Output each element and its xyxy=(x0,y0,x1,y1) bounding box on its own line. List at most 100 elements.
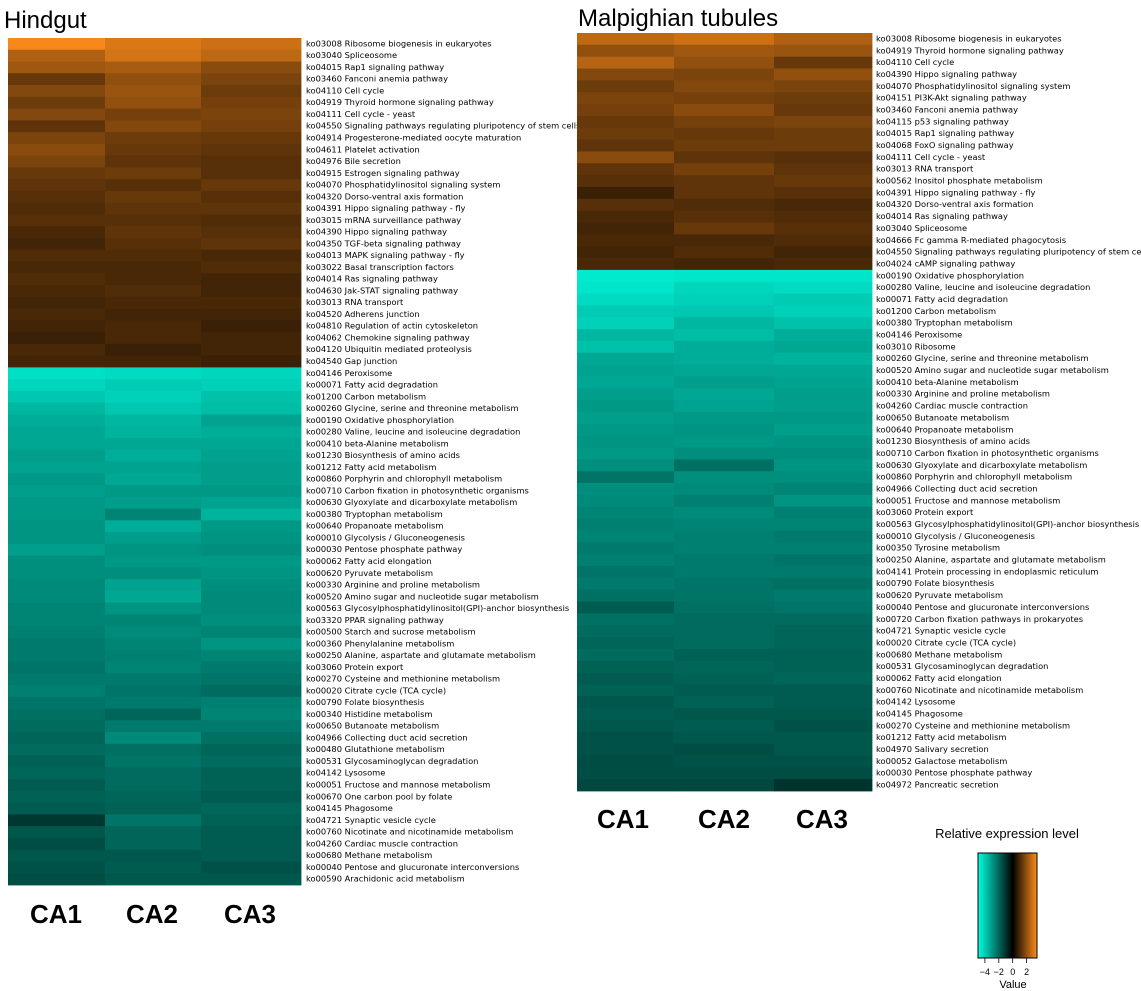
heatmap-cell xyxy=(674,696,775,709)
heatmap-cell xyxy=(774,743,873,756)
heatmap-cell xyxy=(8,590,106,604)
heatmap-cell xyxy=(8,790,106,804)
heatmap-cell xyxy=(577,186,675,200)
row-label: ko04070 Phosphatidylinositol signaling s… xyxy=(306,180,500,190)
malpighian-tubules-heatmap: Malpighian tubules ko03008 Ribosome biog… xyxy=(577,5,1141,834)
row-label: ko00640 Propanoate metabolism xyxy=(306,521,443,531)
heatmap-cell xyxy=(674,565,775,579)
heatmap-cell xyxy=(774,139,873,152)
heatmap-cell xyxy=(8,108,106,121)
row-label: ko00620 Pyruvate metabolism xyxy=(876,590,1003,600)
heatmap-cell xyxy=(105,779,202,792)
heatmap-cell xyxy=(577,258,675,271)
heatmap-cell xyxy=(8,826,106,839)
heatmap-cell xyxy=(774,44,873,58)
heatmap-cell xyxy=(674,127,775,140)
heatmap-cell xyxy=(674,246,775,259)
hindgut-heatmap: Hindgut ko03008 Ribosome biogenesis in e… xyxy=(4,7,580,929)
heatmap-cell xyxy=(577,175,675,188)
heatmap-cell xyxy=(774,269,873,283)
heatmap-cell xyxy=(577,293,675,306)
heatmap-cell xyxy=(201,779,302,792)
heatmap-cell xyxy=(577,672,675,685)
row-label: ko00280 Valine, leucine and isoleucine d… xyxy=(306,427,520,437)
heatmap-cell xyxy=(201,579,302,592)
row-label: ko00790 Folate biosynthesis xyxy=(876,578,994,588)
heatmap-cell xyxy=(674,459,775,472)
heatmap-cell xyxy=(774,104,873,117)
heatmap-cell xyxy=(8,661,106,674)
heatmap-cell xyxy=(201,237,302,251)
heatmap-cell xyxy=(674,530,775,543)
heatmap-cell xyxy=(774,708,873,721)
row-label: ko00250 Alanine, aspartate and glutamate… xyxy=(306,650,536,660)
row-label: ko04151 PI3K-Akt signaling pathway xyxy=(876,93,1027,103)
heatmap-cell xyxy=(8,73,106,86)
heatmap-cell xyxy=(201,73,302,86)
heatmap-cell xyxy=(577,518,675,531)
heatmap-cell xyxy=(577,696,675,709)
heatmap-cell xyxy=(105,273,202,286)
heatmap-cell xyxy=(674,684,775,697)
heatmap-cell xyxy=(577,577,675,591)
row-label: ko00071 Fatty acid degradation xyxy=(306,380,438,390)
heatmap-cell xyxy=(577,269,675,283)
heatmap-cell xyxy=(774,696,873,709)
heatmap-cell xyxy=(8,190,106,204)
heatmap-cell xyxy=(8,743,106,756)
row-label: ko04070 Phosphatidylinositol signaling s… xyxy=(876,81,1070,91)
row-label: ko03040 Spliceosome xyxy=(876,223,967,233)
heatmap-cell xyxy=(674,471,775,484)
heatmap-cell xyxy=(8,532,106,545)
heatmap-cell xyxy=(8,343,106,357)
heatmap-cell xyxy=(8,379,106,392)
heatmap-cell xyxy=(201,226,302,239)
heatmap-cell xyxy=(201,767,302,780)
heatmap-cell xyxy=(201,261,302,274)
heatmap-cell xyxy=(774,234,873,247)
heatmap-cell xyxy=(8,579,106,592)
row-label: ko00190 Oxidative phosphorylation xyxy=(876,270,1024,280)
heatmap-cell xyxy=(105,285,202,298)
heatmap-cell xyxy=(577,648,675,662)
heatmap-cell xyxy=(674,222,775,235)
heatmap-cell xyxy=(8,449,106,462)
legend-tick-label: −2 xyxy=(994,967,1004,977)
heatmap-cell xyxy=(577,565,675,579)
row-label: ko01230 Biosynthesis of amino acids xyxy=(306,450,460,460)
heatmap-cell xyxy=(105,520,202,533)
heatmap-cell xyxy=(8,402,106,415)
heatmap-cell xyxy=(774,779,873,792)
heatmap-cell xyxy=(8,673,106,686)
heatmap-cell xyxy=(105,296,202,309)
heatmap-cell xyxy=(774,518,873,531)
heatmap-cell xyxy=(8,332,106,345)
heatmap-cell xyxy=(105,567,202,580)
heatmap-cell xyxy=(774,483,873,496)
row-label: ko00062 Fatty acid elongation xyxy=(876,673,1002,683)
row-label: ko04110 Cell cycle xyxy=(876,57,954,67)
heatmap-cell xyxy=(674,518,775,531)
heatmap-cell xyxy=(774,163,873,176)
malpighian-column-labels: CA1 CA2 CA3 xyxy=(597,804,848,834)
heatmap-cell xyxy=(774,637,873,650)
heatmap-cell xyxy=(8,555,106,568)
hindgut-cells xyxy=(8,38,302,886)
heatmap-cell xyxy=(201,532,302,545)
heatmap-cell xyxy=(8,367,106,380)
heatmap-cell xyxy=(674,317,775,330)
heatmap-cell xyxy=(201,343,302,357)
heatmap-cell xyxy=(105,249,202,262)
row-label: ko03013 RNA transport xyxy=(876,164,974,174)
heatmap-cell xyxy=(105,179,202,192)
heatmap-cell xyxy=(774,577,873,591)
heatmap-cell xyxy=(774,198,873,212)
heatmap-cell xyxy=(674,163,775,176)
legend-title: Relative expression level xyxy=(935,826,1079,841)
heatmap-cell xyxy=(8,779,106,792)
heatmap-cell xyxy=(774,317,873,330)
row-label: ko03040 Spliceosome xyxy=(306,50,397,60)
heatmap-cell xyxy=(577,412,675,425)
heatmap-cell xyxy=(201,367,302,380)
row-label: ko04142 Lysosome xyxy=(876,697,955,707)
